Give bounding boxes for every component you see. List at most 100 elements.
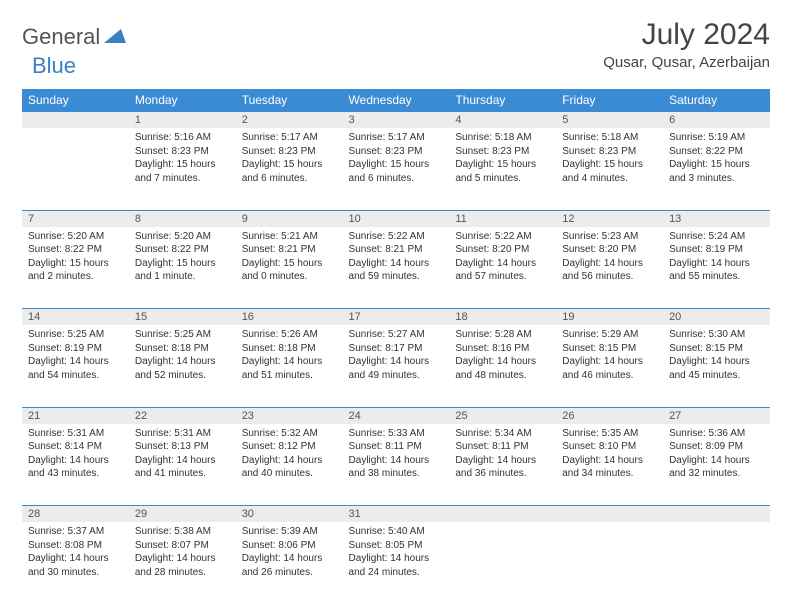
daylight-text: Daylight: 15 hours and 1 minute. <box>135 257 230 284</box>
daylight-text: Daylight: 14 hours and 26 minutes. <box>242 552 337 579</box>
day-cell <box>22 128 129 210</box>
day-cell-content: Sunrise: 5:17 AMSunset: 8:23 PMDaylight:… <box>236 128 343 191</box>
sunset-text: Sunset: 8:08 PM <box>28 539 123 553</box>
sunrise-text: Sunrise: 5:19 AM <box>669 131 764 145</box>
sunrise-text: Sunrise: 5:17 AM <box>242 131 337 145</box>
sunrise-text: Sunrise: 5:22 AM <box>349 230 444 244</box>
sunrise-text: Sunrise: 5:36 AM <box>669 427 764 441</box>
day-number-row: 14151617181920 <box>22 309 770 326</box>
daylight-text: Daylight: 14 hours and 43 minutes. <box>28 454 123 481</box>
day-cell-content: Sunrise: 5:19 AMSunset: 8:22 PMDaylight:… <box>663 128 770 191</box>
day-cell: Sunrise: 5:18 AMSunset: 8:23 PMDaylight:… <box>556 128 663 210</box>
day-number-row: 78910111213 <box>22 210 770 227</box>
day-number-cell: 18 <box>449 309 556 326</box>
weekday-header-row: SundayMondayTuesdayWednesdayThursdayFrid… <box>22 89 770 112</box>
day-cell: Sunrise: 5:18 AMSunset: 8:23 PMDaylight:… <box>449 128 556 210</box>
day-cell: Sunrise: 5:37 AMSunset: 8:08 PMDaylight:… <box>22 522 129 604</box>
sunset-text: Sunset: 8:22 PM <box>669 145 764 159</box>
daylight-text: Daylight: 14 hours and 41 minutes. <box>135 454 230 481</box>
day-cell-content: Sunrise: 5:25 AMSunset: 8:18 PMDaylight:… <box>129 325 236 388</box>
day-cell <box>663 522 770 604</box>
day-cell: Sunrise: 5:40 AMSunset: 8:05 PMDaylight:… <box>343 522 450 604</box>
day-number-cell: 6 <box>663 112 770 129</box>
day-content-row: Sunrise: 5:25 AM Sunset: 8:19 PM Daylight:… <box>22 325 770 407</box>
weekday-header: Wednesday <box>343 89 450 112</box>
weekday-header: Thursday <box>449 89 556 112</box>
daylight-text: Daylight: 15 hours and 2 minutes. <box>28 257 123 284</box>
sunset-text: Sunset: 8:19 PM <box>28 342 123 356</box>
day-number-cell: 5 <box>556 112 663 129</box>
day-cell: Sunrise: 5:25 AMSunset: 8:19 PMDaylight:… <box>22 325 129 407</box>
day-cell-content: Sunrise: 5:35 AMSunset: 8:10 PMDaylight:… <box>556 424 663 487</box>
sunset-text: Sunset: 8:23 PM <box>242 145 337 159</box>
day-number-cell: 12 <box>556 210 663 227</box>
daylight-text: Daylight: 14 hours and 48 minutes. <box>455 355 550 382</box>
sunset-text: Sunset: 8:05 PM <box>349 539 444 553</box>
day-content-row: Sunrise: 5:31 AMSunset: 8:14 PMDaylight:… <box>22 424 770 506</box>
month-title: July 2024 <box>603 18 770 52</box>
sunrise-text: Sunrise: 5:18 AM <box>455 131 550 145</box>
logo-triangle-icon <box>104 27 126 48</box>
day-number-cell: 31 <box>343 506 450 523</box>
logo-text-general: General <box>22 24 100 50</box>
day-cell-content: Sunrise: 5:39 AMSunset: 8:06 PMDaylight:… <box>236 522 343 585</box>
day-cell: Sunrise: 5:31 AMSunset: 8:13 PMDaylight:… <box>129 424 236 506</box>
day-cell: Sunrise: 5:17 AMSunset: 8:23 PMDaylight:… <box>343 128 450 210</box>
sunset-text: Sunset: 8:23 PM <box>349 145 444 159</box>
sunset-text: Sunset: 8:21 PM <box>242 243 337 257</box>
day-number-cell: 14 <box>22 309 129 326</box>
day-number-cell: 27 <box>663 407 770 424</box>
daylight-text: Daylight: 15 hours and 0 minutes. <box>242 257 337 284</box>
day-number-cell: 2 <box>236 112 343 129</box>
daylight-text: Daylight: 14 hours and 46 minutes. <box>562 355 657 382</box>
day-cell-content: Sunrise: 5:33 AMSunset: 8:11 PMDaylight:… <box>343 424 450 487</box>
day-number-cell: 10 <box>343 210 450 227</box>
sunset-text: Sunset: 8:09 PM <box>669 440 764 454</box>
day-cell-content: Sunrise: 5:24 AMSunset: 8:19 PMDaylight:… <box>663 227 770 290</box>
day-number-cell: 13 <box>663 210 770 227</box>
day-cell-content: Sunrise: 5:18 AMSunset: 8:23 PMDaylight:… <box>449 128 556 191</box>
day-cell: Sunrise: 5:30 AMSunset: 8:15 PMDaylight:… <box>663 325 770 407</box>
daylight-text: Daylight: 14 hours and 51 minutes. <box>242 355 337 382</box>
day-number-cell: 25 <box>449 407 556 424</box>
day-number-cell: 29 <box>129 506 236 523</box>
sunrise-text: Sunrise: 5:32 AM <box>242 427 337 441</box>
day-cell <box>449 522 556 604</box>
sunrise-text: Sunrise: 5:21 AM <box>242 230 337 244</box>
day-number-cell <box>663 506 770 523</box>
sunset-text: Sunset: 8:15 PM <box>562 342 657 356</box>
day-number-cell: 7 <box>22 210 129 227</box>
sunset-text: Sunset: 8:17 PM <box>349 342 444 356</box>
day-cell: Sunrise: 5:21 AMSunset: 8:21 PMDaylight:… <box>236 227 343 309</box>
day-number-cell: 24 <box>343 407 450 424</box>
sunrise-text: Sunrise: 5:25 AM <box>135 328 230 342</box>
day-cell: Sunrise: 5:26 AMSunset: 8:18 PMDaylight:… <box>236 325 343 407</box>
daylight-text: Daylight: 14 hours and 32 minutes. <box>669 454 764 481</box>
day-number-cell: 21 <box>22 407 129 424</box>
day-cell: Sunrise: 5:35 AMSunset: 8:10 PMDaylight:… <box>556 424 663 506</box>
sunrise-text: Sunrise: 5:40 AM <box>349 525 444 539</box>
day-cell-content: Sunrise: 5:18 AMSunset: 8:23 PMDaylight:… <box>556 128 663 191</box>
day-cell: Sunrise: 5:25 AMSunset: 8:18 PMDaylight:… <box>129 325 236 407</box>
day-cell: Sunrise: 5:28 AMSunset: 8:16 PMDaylight:… <box>449 325 556 407</box>
day-number-cell: 28 <box>22 506 129 523</box>
day-cell-content: Sunrise: 5:31 AMSunset: 8:13 PMDaylight:… <box>129 424 236 487</box>
day-number-cell: 9 <box>236 210 343 227</box>
sunset-text: Sunset: 8:18 PM <box>242 342 337 356</box>
sunset-text: Sunset: 8:11 PM <box>455 440 550 454</box>
day-cell <box>556 522 663 604</box>
daylight-text: Daylight: 15 hours and 5 minutes. <box>455 158 550 185</box>
sunset-text: Sunset: 8:21 PM <box>349 243 444 257</box>
day-number-cell: 15 <box>129 309 236 326</box>
day-number-cell: 30 <box>236 506 343 523</box>
day-cell: Sunrise: 5:19 AMSunset: 8:22 PMDaylight:… <box>663 128 770 210</box>
day-cell-content: Sunrise: 5:27 AMSunset: 8:17 PMDaylight:… <box>343 325 450 388</box>
day-cell-content: Sunrise: 5:26 AMSunset: 8:18 PMDaylight:… <box>236 325 343 388</box>
weekday-header: Saturday <box>663 89 770 112</box>
sunset-text: Sunset: 8:20 PM <box>455 243 550 257</box>
daylight-text: Daylight: 15 hours and 3 minutes. <box>669 158 764 185</box>
daylight-text: Daylight: 15 hours and 4 minutes. <box>562 158 657 185</box>
sunrise-text: Sunrise: 5:22 AM <box>455 230 550 244</box>
day-cell: Sunrise: 5:31 AMSunset: 8:14 PMDaylight:… <box>22 424 129 506</box>
day-cell: Sunrise: 5:17 AMSunset: 8:23 PMDaylight:… <box>236 128 343 210</box>
